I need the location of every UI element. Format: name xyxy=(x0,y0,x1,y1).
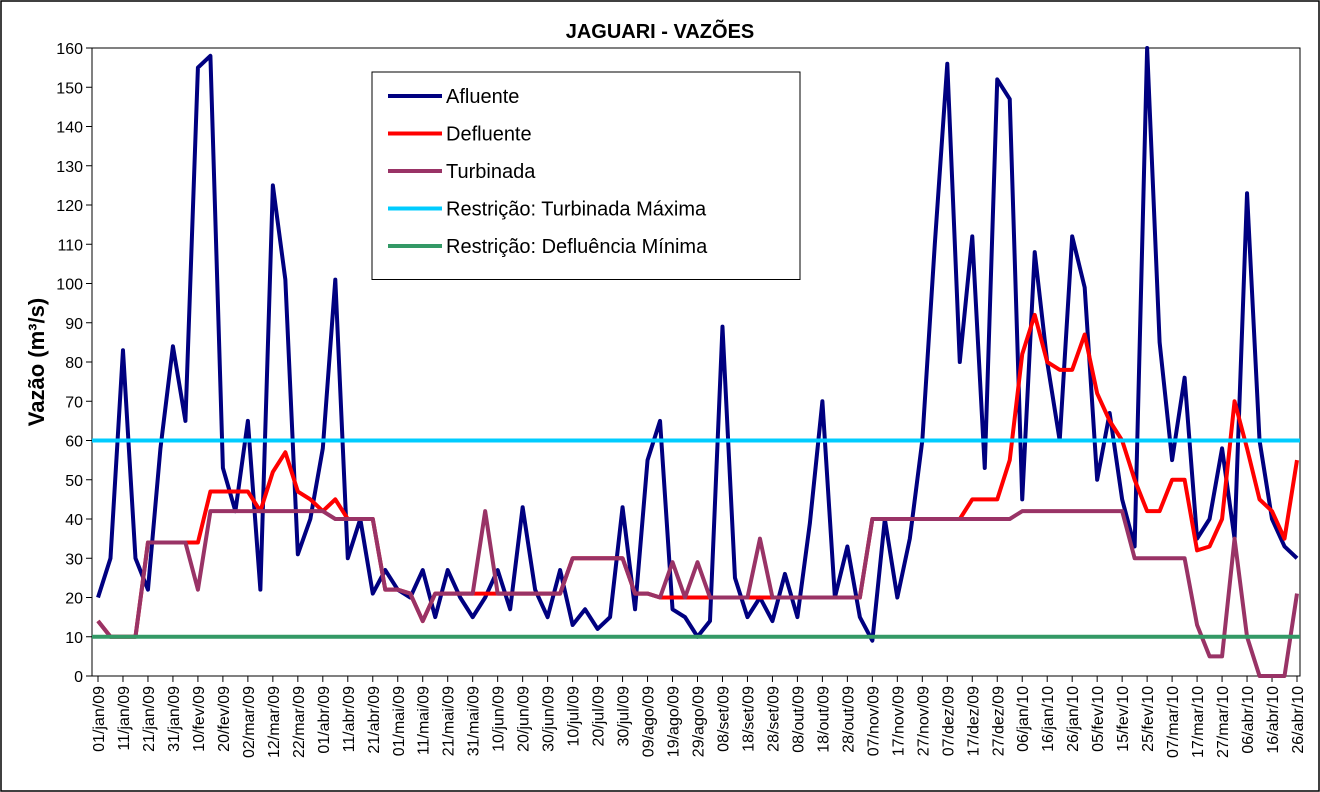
chart-title: JAGUARI - VAZÕES xyxy=(566,19,755,43)
y-tick-label: 10 xyxy=(65,630,83,647)
legend-label: Afluente xyxy=(446,86,519,108)
x-tick-label: 19/ago/09 xyxy=(666,686,683,757)
y-tick-label: 150 xyxy=(56,80,83,97)
x-tick-label: 07/nov/09 xyxy=(865,686,882,756)
y-tick-label: 30 xyxy=(65,551,83,568)
y-tick-label: 90 xyxy=(65,316,83,333)
y-tick-label: 110 xyxy=(57,237,83,254)
x-tick-label: 25/fev/10 xyxy=(1140,686,1157,752)
x-tick-label: 26/jan/10 xyxy=(1065,686,1082,752)
x-tick-label: 11/abr/09 xyxy=(341,686,358,753)
x-tick-label: 11/mai/09 xyxy=(416,686,433,755)
x-tick-label: 11/jan/09 xyxy=(116,686,133,751)
y-tick-label: 120 xyxy=(56,198,83,215)
x-tick-label: 01/abr/09 xyxy=(316,686,333,754)
x-tick-label: 28/set/09 xyxy=(765,686,782,752)
y-tick-label: 50 xyxy=(65,473,83,490)
x-tick-label: 31/mai/09 xyxy=(466,686,483,756)
x-tick-label: 30/jul/09 xyxy=(616,686,633,747)
legend-label: Restrição: Turbinada Máxima xyxy=(446,199,707,221)
y-tick-label: 20 xyxy=(65,591,83,608)
x-tick-label: 06/abr/10 xyxy=(1240,686,1257,754)
x-tick-label: 27/nov/09 xyxy=(915,686,932,756)
x-tick-label: 16/abr/10 xyxy=(1265,686,1282,754)
x-tick-label: 21/abr/09 xyxy=(366,686,383,754)
x-tick-label: 20/fev/09 xyxy=(216,686,233,752)
y-tick-label: 130 xyxy=(56,159,83,176)
y-tick-label: 160 xyxy=(56,41,83,58)
y-tick-label: 100 xyxy=(56,277,83,294)
x-tick-label: 01/mai/09 xyxy=(391,686,408,756)
x-tick-label: 18/set/09 xyxy=(740,686,757,752)
x-tick-label: 27/dez/09 xyxy=(990,686,1007,756)
series-line xyxy=(96,312,1299,639)
x-tick-label: 15/fev/10 xyxy=(1115,686,1132,752)
y-tick-label: 40 xyxy=(65,512,83,529)
x-tick-label: 07/mar/10 xyxy=(1165,686,1182,758)
x-tick-label: 01/jan/09 xyxy=(91,686,108,752)
x-tick-label: 30/jun/09 xyxy=(541,686,558,752)
x-tick-label: 08/out/09 xyxy=(790,686,807,753)
x-tick-label: 20/jul/09 xyxy=(591,686,608,747)
x-tick-label: 17/nov/09 xyxy=(890,686,907,756)
x-tick-label: 20/jun/09 xyxy=(516,686,533,752)
x-tick-label: 17/mar/10 xyxy=(1190,686,1207,758)
y-tick-label: 70 xyxy=(65,394,83,411)
x-tick-label: 07/dez/09 xyxy=(940,686,957,756)
legend-label: Turbinada xyxy=(446,161,536,183)
x-tick-label: 08/set/09 xyxy=(715,686,732,752)
x-tick-label: 21/mai/09 xyxy=(441,686,458,756)
x-tick-label: 17/dez/09 xyxy=(965,686,982,756)
y-tick-label: 60 xyxy=(65,434,83,451)
x-tick-label: 05/fev/10 xyxy=(1090,686,1107,752)
x-tick-label: 12/mar/09 xyxy=(266,686,283,758)
x-tick-label: 28/out/09 xyxy=(840,686,857,753)
x-tick-label: 31/jan/09 xyxy=(166,686,183,752)
x-tick-label: 10/jun/09 xyxy=(491,686,508,752)
x-tick-label: 09/ago/09 xyxy=(641,686,658,757)
x-tick-label: 06/jan/10 xyxy=(1015,686,1032,752)
x-tick-label: 22/mar/09 xyxy=(291,686,308,758)
x-tick-label: 10/fev/09 xyxy=(191,686,208,752)
x-tick-label: 18/out/09 xyxy=(815,686,832,753)
legend-label: Defluente xyxy=(446,124,532,146)
x-tick-label: 02/mar/09 xyxy=(241,686,258,758)
x-tick-label: 10/jul/09 xyxy=(566,686,583,747)
x-tick-label: 29/ago/09 xyxy=(691,686,708,757)
x-tick-label: 26/abr/10 xyxy=(1290,686,1307,754)
y-tick-label: 140 xyxy=(56,120,83,137)
x-tick-label: 16/jan/10 xyxy=(1040,686,1057,752)
series-line xyxy=(96,509,1299,678)
legend-label: Restrição: Defluência Mínima xyxy=(446,236,708,258)
x-tick-label: 21/jan/09 xyxy=(141,686,158,752)
y-tick-label: 0 xyxy=(74,669,83,686)
x-tick-label: 27/mar/10 xyxy=(1215,686,1232,758)
y-axis-label: Vazão (m³/s) xyxy=(24,298,49,426)
legend-box xyxy=(371,71,801,280)
y-tick-label: 80 xyxy=(65,355,83,372)
